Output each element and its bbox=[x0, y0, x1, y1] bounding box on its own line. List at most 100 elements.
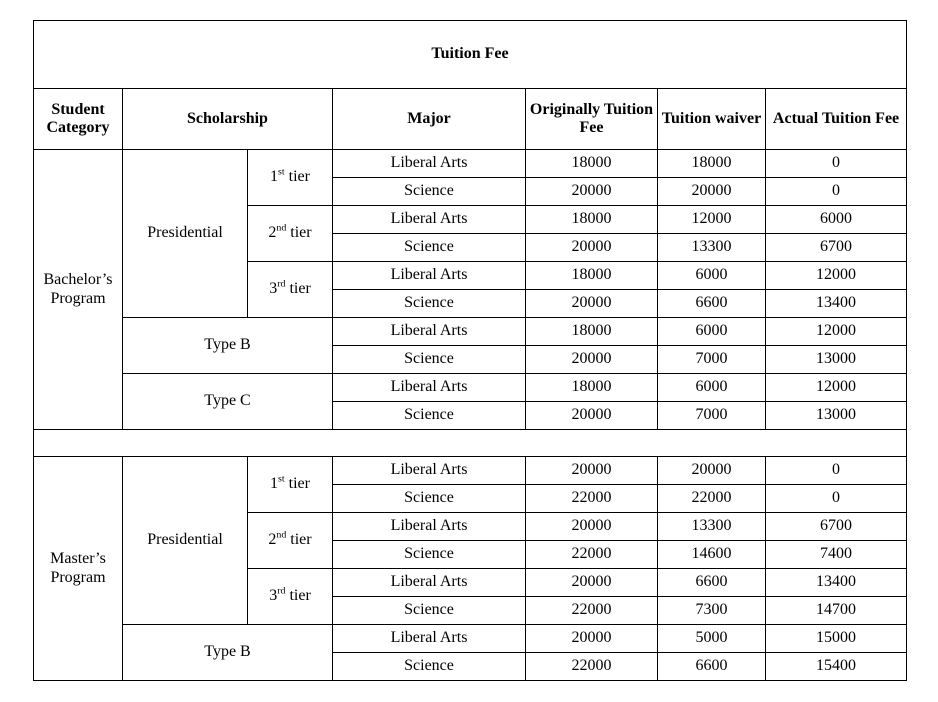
major-cell: Liberal Arts bbox=[332, 205, 526, 234]
table-row: Type B Liberal Arts 18000 6000 12000 bbox=[34, 317, 908, 374]
waiver-cell: 7000 bbox=[657, 345, 766, 374]
tier-number: 2 bbox=[268, 224, 277, 242]
originally-fee-cell: 20000 bbox=[525, 624, 658, 653]
table-row: Science 20000 20000 0 bbox=[34, 177, 908, 206]
originally-fee-cell: 20000 bbox=[525, 289, 658, 318]
title-row: Tuition Fee bbox=[32, 20, 908, 89]
originally-fee-cell: 22000 bbox=[525, 540, 658, 569]
actual-fee-cell: 6700 bbox=[764, 512, 908, 541]
actual-fee-cell: 7400 bbox=[764, 540, 908, 569]
tier-word: tier bbox=[289, 587, 311, 605]
originally-fee-cell: 22000 bbox=[525, 596, 658, 625]
major-cell: Science bbox=[332, 540, 526, 569]
page-title: Tuition Fee bbox=[32, 20, 908, 89]
tier-ordinal-suffix: st bbox=[278, 473, 285, 485]
actual-fee-cell: 15000 bbox=[764, 624, 908, 653]
waiver-cell: 12000 bbox=[657, 205, 766, 234]
waiver-cell: 18000 bbox=[657, 149, 766, 178]
tier-number: 3 bbox=[269, 280, 278, 298]
originally-fee-cell: 18000 bbox=[525, 261, 658, 290]
header-originally-tuition-fee: Originally Tuition Fee bbox=[525, 88, 658, 150]
originally-fee-cell: 18000 bbox=[525, 317, 658, 346]
tier-ordinal-suffix: nd bbox=[276, 529, 287, 541]
major-cell: Science bbox=[332, 652, 526, 681]
major-cell: Liberal Arts bbox=[332, 317, 526, 346]
originally-fee-cell: 18000 bbox=[525, 205, 658, 234]
major-cell: Liberal Arts bbox=[332, 373, 526, 402]
tier-cell: 3rd tier bbox=[247, 568, 333, 625]
actual-fee-cell: 0 bbox=[764, 177, 908, 206]
spacer-cell bbox=[32, 429, 908, 457]
tier-ordinal-suffix: st bbox=[278, 166, 285, 178]
tier-number: 1 bbox=[270, 475, 279, 493]
tuition-fee-table: Tuition Fee Student Category Scholarship… bbox=[32, 20, 908, 681]
major-cell: Science bbox=[332, 401, 526, 430]
actual-fee-cell: 6700 bbox=[764, 233, 908, 262]
major-cell: Science bbox=[332, 289, 526, 318]
actual-fee-cell: 14700 bbox=[764, 596, 908, 625]
actual-fee-cell: 13400 bbox=[764, 289, 908, 318]
table-row: 2nd tier Liberal Arts 18000 12000 6000 bbox=[34, 205, 908, 262]
header-student-category: Student Category bbox=[33, 88, 123, 150]
originally-fee-cell: 18000 bbox=[525, 373, 658, 402]
major-cell: Liberal Arts bbox=[332, 456, 526, 485]
tier-cell: 2nd tier bbox=[247, 205, 333, 262]
originally-fee-cell: 20000 bbox=[525, 177, 658, 206]
waiver-cell: 6600 bbox=[657, 652, 766, 681]
waiver-cell: 22000 bbox=[657, 484, 766, 513]
major-cell: Liberal Arts bbox=[332, 149, 526, 178]
actual-fee-cell: 13000 bbox=[764, 401, 908, 430]
originally-fee-cell: 20000 bbox=[525, 345, 658, 374]
table-row: Master’s Program Presidential 1st tier L… bbox=[33, 456, 908, 681]
actual-fee-cell: 12000 bbox=[764, 261, 908, 290]
actual-fee-cell: 0 bbox=[764, 456, 908, 485]
tier-number: 2 bbox=[268, 531, 277, 549]
table-row: Bachelor’s Program Presidential 1st tier… bbox=[33, 149, 908, 430]
major-cell: Science bbox=[332, 596, 526, 625]
header-major: Major bbox=[332, 88, 526, 150]
table-row: Science 22000 22000 0 bbox=[34, 484, 908, 513]
originally-fee-cell: 20000 bbox=[525, 401, 658, 430]
originally-fee-cell: 22000 bbox=[525, 652, 658, 681]
waiver-cell: 6000 bbox=[657, 373, 766, 402]
waiver-cell: 6000 bbox=[657, 261, 766, 290]
tier-word: tier bbox=[290, 224, 312, 242]
originally-fee-cell: 18000 bbox=[525, 149, 658, 178]
tier-cell: 2nd tier bbox=[247, 512, 333, 569]
table-row: Science 20000 7000 13000 bbox=[34, 401, 908, 430]
student-category-cell: Master’s Program bbox=[33, 456, 123, 681]
waiver-cell: 5000 bbox=[657, 624, 766, 653]
table-row: Type C Liberal Arts 18000 6000 12000 bbox=[34, 373, 908, 430]
major-cell: Science bbox=[332, 345, 526, 374]
table-row: Science 20000 6600 13400 bbox=[34, 289, 908, 318]
actual-fee-cell: 12000 bbox=[764, 373, 908, 402]
major-cell: Liberal Arts bbox=[332, 624, 526, 653]
tier-cell: 1st tier bbox=[247, 456, 333, 513]
waiver-cell: 6600 bbox=[657, 568, 766, 597]
major-cell: Liberal Arts bbox=[332, 568, 526, 597]
header-tuition-waiver: Tuition waiver bbox=[657, 88, 766, 150]
spacer-row bbox=[32, 429, 908, 457]
actual-fee-cell: 0 bbox=[764, 149, 908, 178]
table-row: Science 22000 6600 15400 bbox=[34, 652, 908, 681]
waiver-cell: 20000 bbox=[657, 456, 766, 485]
major-cell: Science bbox=[332, 233, 526, 262]
waiver-cell: 6000 bbox=[657, 317, 766, 346]
scholarship-cell: Presidential bbox=[122, 456, 248, 625]
originally-fee-cell: 20000 bbox=[525, 456, 658, 485]
tier-word: tier bbox=[290, 531, 312, 549]
header-row: Student Category Scholarship Major Origi… bbox=[33, 88, 908, 150]
table-row: 2nd tier Liberal Arts 20000 13300 6700 bbox=[34, 512, 908, 569]
table-row: 3rd tier Liberal Arts 20000 6600 13400 bbox=[34, 568, 908, 625]
major-cell: Liberal Arts bbox=[332, 261, 526, 290]
student-category-cell: Bachelor’s Program bbox=[33, 149, 123, 430]
tier-cell: 3rd tier bbox=[247, 261, 333, 318]
table-row: Science 20000 7000 13000 bbox=[34, 345, 908, 374]
waiver-cell: 13300 bbox=[657, 233, 766, 262]
waiver-cell: 6600 bbox=[657, 289, 766, 318]
waiver-cell: 7000 bbox=[657, 401, 766, 430]
scholarship-type-cell: Type C bbox=[122, 373, 333, 430]
tier-word: tier bbox=[288, 475, 310, 493]
actual-fee-cell: 15400 bbox=[764, 652, 908, 681]
